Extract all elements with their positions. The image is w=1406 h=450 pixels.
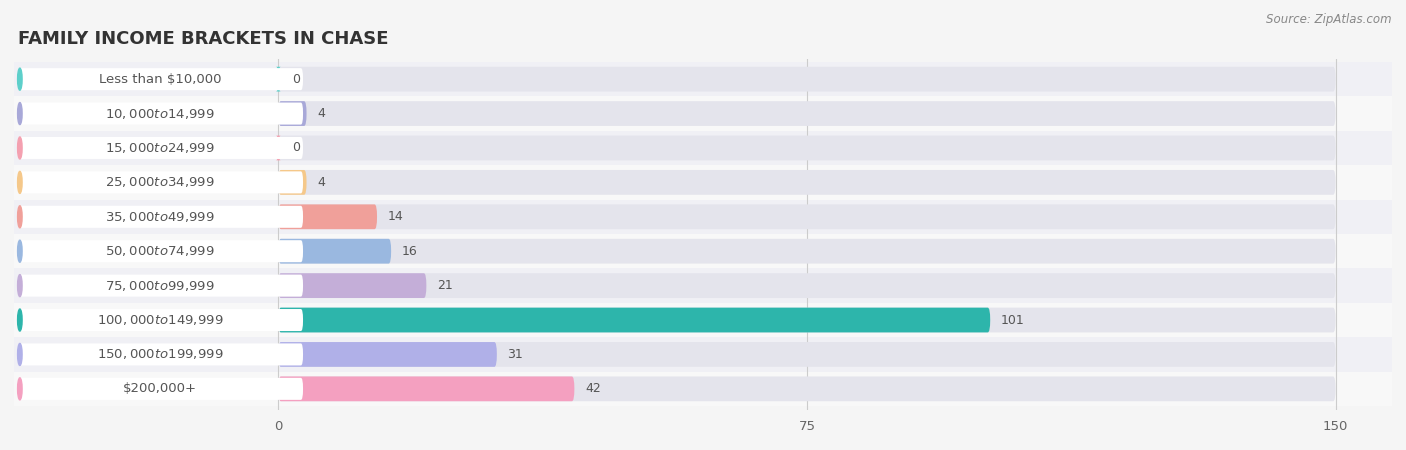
Circle shape — [18, 171, 22, 193]
Circle shape — [18, 309, 22, 331]
FancyBboxPatch shape — [278, 170, 1336, 195]
FancyBboxPatch shape — [278, 101, 1336, 126]
FancyBboxPatch shape — [18, 68, 304, 90]
Text: 101: 101 — [1001, 314, 1025, 327]
Text: 14: 14 — [388, 210, 404, 223]
FancyBboxPatch shape — [278, 204, 1336, 229]
FancyBboxPatch shape — [278, 308, 1336, 333]
FancyBboxPatch shape — [18, 240, 304, 262]
Text: FAMILY INCOME BRACKETS IN CHASE: FAMILY INCOME BRACKETS IN CHASE — [18, 30, 388, 48]
FancyBboxPatch shape — [14, 200, 1392, 234]
FancyBboxPatch shape — [278, 308, 990, 333]
FancyBboxPatch shape — [18, 137, 304, 159]
Circle shape — [18, 206, 22, 228]
FancyBboxPatch shape — [278, 170, 307, 195]
Circle shape — [18, 274, 22, 297]
FancyBboxPatch shape — [14, 303, 1392, 337]
Text: 16: 16 — [402, 245, 418, 258]
FancyBboxPatch shape — [18, 171, 304, 193]
FancyBboxPatch shape — [278, 377, 575, 401]
FancyBboxPatch shape — [18, 343, 304, 365]
FancyBboxPatch shape — [18, 274, 304, 297]
FancyBboxPatch shape — [278, 101, 307, 126]
FancyBboxPatch shape — [278, 135, 1336, 160]
Text: 4: 4 — [318, 107, 325, 120]
Circle shape — [18, 343, 22, 365]
FancyBboxPatch shape — [18, 103, 304, 125]
Text: 4: 4 — [318, 176, 325, 189]
FancyBboxPatch shape — [276, 135, 281, 160]
Circle shape — [18, 68, 22, 90]
FancyBboxPatch shape — [278, 342, 496, 367]
Circle shape — [18, 137, 22, 159]
Text: $50,000 to $74,999: $50,000 to $74,999 — [105, 244, 215, 258]
Circle shape — [18, 378, 22, 400]
Text: 21: 21 — [437, 279, 453, 292]
Circle shape — [18, 240, 22, 262]
Text: $25,000 to $34,999: $25,000 to $34,999 — [105, 176, 215, 189]
FancyBboxPatch shape — [14, 234, 1392, 268]
Text: Source: ZipAtlas.com: Source: ZipAtlas.com — [1267, 14, 1392, 27]
FancyBboxPatch shape — [14, 337, 1392, 372]
FancyBboxPatch shape — [278, 67, 1336, 91]
FancyBboxPatch shape — [276, 67, 281, 91]
FancyBboxPatch shape — [14, 131, 1392, 165]
Circle shape — [18, 103, 22, 125]
FancyBboxPatch shape — [278, 273, 1336, 298]
Text: $150,000 to $199,999: $150,000 to $199,999 — [97, 347, 224, 361]
FancyBboxPatch shape — [18, 309, 304, 331]
FancyBboxPatch shape — [18, 206, 304, 228]
FancyBboxPatch shape — [14, 372, 1392, 406]
Text: $10,000 to $14,999: $10,000 to $14,999 — [105, 107, 215, 121]
FancyBboxPatch shape — [14, 62, 1392, 96]
FancyBboxPatch shape — [14, 96, 1392, 131]
FancyBboxPatch shape — [18, 378, 304, 400]
FancyBboxPatch shape — [14, 268, 1392, 303]
FancyBboxPatch shape — [278, 204, 377, 229]
Text: 0: 0 — [292, 141, 301, 154]
Text: 31: 31 — [508, 348, 523, 361]
Text: $75,000 to $99,999: $75,000 to $99,999 — [105, 279, 215, 292]
Text: $35,000 to $49,999: $35,000 to $49,999 — [105, 210, 215, 224]
Text: $15,000 to $24,999: $15,000 to $24,999 — [105, 141, 215, 155]
FancyBboxPatch shape — [278, 342, 1336, 367]
FancyBboxPatch shape — [278, 239, 1336, 264]
Text: $200,000+: $200,000+ — [124, 382, 197, 396]
Text: 42: 42 — [585, 382, 600, 396]
FancyBboxPatch shape — [278, 239, 391, 264]
FancyBboxPatch shape — [14, 165, 1392, 200]
Text: Less than $10,000: Less than $10,000 — [98, 72, 222, 86]
FancyBboxPatch shape — [278, 377, 1336, 401]
FancyBboxPatch shape — [278, 273, 426, 298]
Text: 0: 0 — [292, 72, 301, 86]
Text: $100,000 to $149,999: $100,000 to $149,999 — [97, 313, 224, 327]
